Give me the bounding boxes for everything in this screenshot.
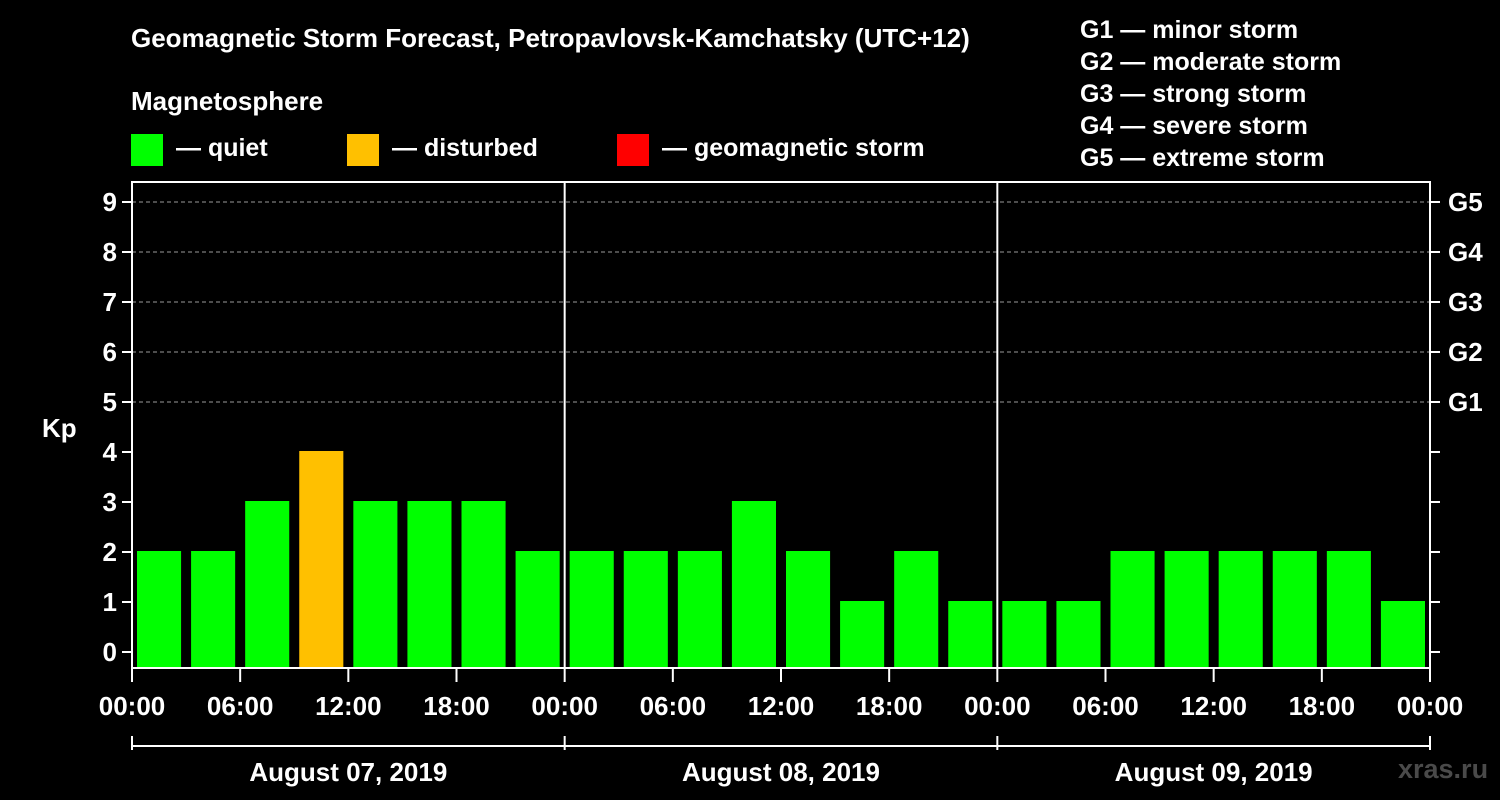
x-tick-label-8: 00:00 bbox=[964, 691, 1031, 721]
storm-legend-g3: G3 — strong storm bbox=[1080, 80, 1307, 108]
legend-swatch-disturbed bbox=[347, 134, 379, 166]
bar-14 bbox=[894, 551, 939, 668]
bar-4 bbox=[353, 501, 398, 668]
bar-10 bbox=[677, 551, 722, 668]
y-tick-label-0: 0 bbox=[103, 637, 117, 667]
x-tick-label-12: 00:00 bbox=[1397, 691, 1464, 721]
legend-label-storm: — geomagnetic storm bbox=[662, 134, 925, 162]
y-tick-label-8: 8 bbox=[103, 237, 117, 267]
y-tick-label-5: 5 bbox=[103, 387, 117, 417]
y-tick-label-9: 9 bbox=[103, 187, 117, 217]
x-tick-label-9: 06:00 bbox=[1072, 691, 1139, 721]
bar-13 bbox=[840, 601, 885, 668]
day-label-1: August 08, 2019 bbox=[682, 757, 880, 787]
legend-swatch-storm bbox=[617, 134, 649, 166]
x-tick-label-0: 00:00 bbox=[99, 691, 166, 721]
bar-7 bbox=[515, 551, 560, 668]
watermark: xras.ru bbox=[1398, 754, 1489, 784]
legend-label-disturbed: — disturbed bbox=[392, 134, 538, 162]
storm-level-label-g4: G4 bbox=[1448, 237, 1483, 267]
day-label-0: August 07, 2019 bbox=[249, 757, 447, 787]
x-tick-label-7: 18:00 bbox=[856, 691, 923, 721]
x-tick-label-3: 18:00 bbox=[423, 691, 490, 721]
x-tick-label-5: 06:00 bbox=[640, 691, 707, 721]
storm-level-label-g1: G1 bbox=[1448, 387, 1483, 417]
bar-2 bbox=[245, 501, 290, 668]
bar-5 bbox=[407, 501, 452, 668]
x-tick-label-1: 06:00 bbox=[207, 691, 274, 721]
x-tick-label-10: 12:00 bbox=[1180, 691, 1247, 721]
bar-12 bbox=[786, 551, 831, 668]
storm-legend-g5: G5 — extreme storm bbox=[1080, 144, 1325, 172]
storm-legend-g2: G2 — moderate storm bbox=[1080, 48, 1342, 76]
bar-0 bbox=[137, 551, 182, 668]
storm-legend-g4: G4 — severe storm bbox=[1080, 112, 1308, 140]
bar-20 bbox=[1218, 551, 1263, 668]
grid-lines bbox=[132, 201, 1430, 403]
y-axis-label: Kp bbox=[42, 413, 77, 443]
y-tick-label-4: 4 bbox=[103, 437, 118, 467]
axis-labels: 0 1 2 3 4 5 6 7 8 9 G1 G2 G3 G4 G5 Kp 00:00 06:00 12:00 18:… bbox=[42, 187, 1483, 787]
chart-title: Geomagnetic Storm Forecast, Petropavlovs… bbox=[131, 23, 970, 53]
bar-21 bbox=[1272, 551, 1317, 668]
y-tick-label-7: 7 bbox=[103, 287, 117, 317]
x-tick-label-2: 12:00 bbox=[315, 691, 382, 721]
bar-17 bbox=[1056, 601, 1101, 668]
storm-level-label-g3: G3 bbox=[1448, 287, 1483, 317]
y-tick-label-6: 6 bbox=[103, 337, 117, 367]
bar-19 bbox=[1164, 551, 1209, 668]
storm-level-legend: G1 — minor storm G2 — moderate storm G3 … bbox=[1080, 14, 1341, 174]
x-tick-label-4: 00:00 bbox=[531, 691, 598, 721]
storm-level-label-g2: G2 bbox=[1448, 337, 1483, 367]
storm-level-label-g5: G5 bbox=[1448, 187, 1483, 217]
legend-swatch-quiet bbox=[131, 134, 163, 166]
day-label-2: August 09, 2019 bbox=[1115, 757, 1313, 787]
x-tick-label-11: 18:00 bbox=[1289, 691, 1356, 721]
bar-9 bbox=[623, 551, 668, 668]
bar-22 bbox=[1326, 551, 1371, 668]
legend-label-quiet: — quiet bbox=[176, 134, 268, 162]
x-tick-label-6: 12:00 bbox=[748, 691, 815, 721]
bar-18 bbox=[1110, 551, 1155, 668]
bar-23 bbox=[1380, 601, 1425, 668]
bar-15 bbox=[948, 601, 993, 668]
y-tick-label-1: 1 bbox=[103, 587, 117, 617]
bar-3 bbox=[299, 451, 344, 668]
bars bbox=[137, 451, 1425, 668]
bar-11 bbox=[731, 501, 776, 668]
y-tick-label-3: 3 bbox=[103, 487, 117, 517]
bar-1 bbox=[191, 551, 236, 668]
legend-title: Magnetosphere bbox=[131, 86, 324, 116]
bar-6 bbox=[461, 501, 506, 668]
bar-16 bbox=[1002, 601, 1047, 668]
bar-8 bbox=[569, 551, 614, 668]
storm-legend-g1: G1 — minor storm bbox=[1080, 16, 1299, 44]
plot-frame bbox=[122, 181, 1440, 750]
y-tick-label-2: 2 bbox=[103, 537, 117, 567]
